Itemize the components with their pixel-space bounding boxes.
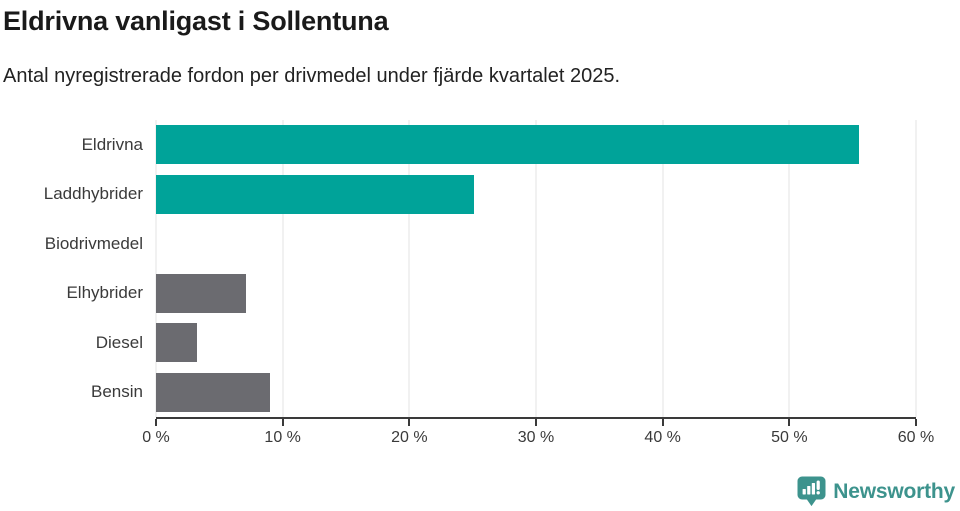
x-axis: 0 % 10 % 20 % 30 % 40 % 50 % 60 % <box>142 417 934 461</box>
bar-bensin <box>156 372 270 412</box>
page-title: Eldrivna vanligast i Sollentuna <box>3 6 389 36</box>
bar-eldrivna <box>156 125 859 165</box>
axis-tick-label: 60 % <box>897 429 935 447</box>
bar-row: Bensin <box>91 368 916 418</box>
bar-row: Biodrivmedel <box>45 219 916 269</box>
chart-subtitle: Antal nyregistrerade fordon per drivmede… <box>3 65 621 88</box>
gridline <box>408 120 410 418</box>
axis-tick <box>915 419 917 427</box>
bar-rows: Eldrivna Laddhybrider Biodrivmedel Elhybrid… <box>44 120 916 418</box>
category-label: Bensin <box>91 382 143 402</box>
axis-tick-label: 0 % <box>142 429 170 447</box>
axis-tick-label: 40 % <box>644 429 681 447</box>
bar-chart: Eldrivna Laddhybrider Biodrivmedel Elhybrid… <box>44 120 934 461</box>
bar-diesel <box>156 323 197 363</box>
gridline <box>155 120 157 418</box>
bar-row: Elhybrider <box>66 269 916 319</box>
axis-tick-label: 20 % <box>391 429 428 447</box>
category-label: Elhybrider <box>66 283 143 303</box>
axis-tick-label: 50 % <box>771 429 808 447</box>
plot-area: Eldrivna Laddhybrider Biodrivmedel Elhybrid… <box>44 120 917 418</box>
newsworthy-logo[interactable]: Newsworthy <box>797 476 955 507</box>
category-label: Biodrivmedel <box>44 233 143 253</box>
axis-tick <box>788 419 791 427</box>
gridline <box>915 120 917 418</box>
grid-layer <box>155 120 917 418</box>
axis-tick <box>408 419 411 427</box>
axis-tick <box>535 419 537 427</box>
bar-laddhybrider <box>156 174 474 214</box>
bar-row: Eldrivna <box>82 120 916 170</box>
axis-tick <box>281 419 284 427</box>
bar-elhybrider <box>156 273 246 313</box>
newsworthy-logo-icon <box>797 476 826 507</box>
gridline <box>282 120 284 418</box>
bar-row: Laddhybrider <box>44 170 916 220</box>
axis-tick-label: 30 % <box>517 429 555 447</box>
gridline <box>535 120 537 418</box>
axis-tick <box>155 419 157 427</box>
gridline <box>788 120 790 418</box>
bar-row: Diesel <box>96 318 916 368</box>
gridline <box>662 120 664 418</box>
category-label: Laddhybrider <box>43 184 143 204</box>
axis-tick-label: 10 % <box>264 429 301 447</box>
axis-tick <box>661 419 664 427</box>
category-label: Diesel <box>95 332 143 352</box>
newsworthy-logo-text: Newsworthy <box>833 479 955 503</box>
category-label: Eldrivna <box>81 134 143 154</box>
